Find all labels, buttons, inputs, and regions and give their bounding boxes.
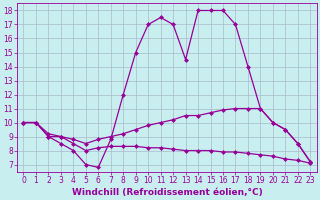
X-axis label: Windchill (Refroidissement éolien,°C): Windchill (Refroidissement éolien,°C) bbox=[72, 188, 262, 197]
